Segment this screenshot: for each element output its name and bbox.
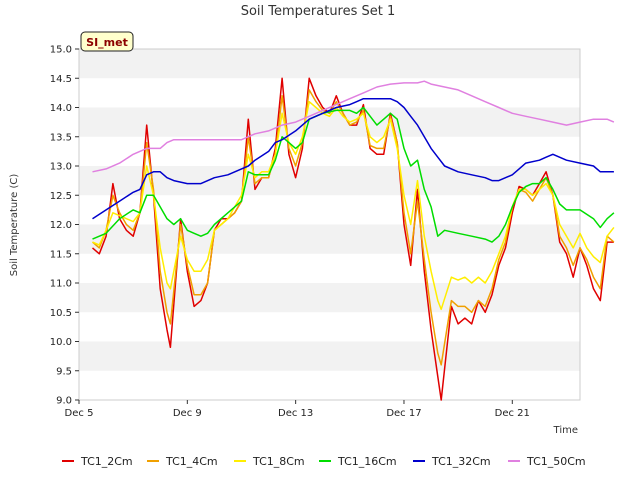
grid-band xyxy=(79,49,580,79)
y-tick-label: 15.0 xyxy=(50,45,72,56)
y-axis-ticks: 9.0 9.5 10.0 10.5 11.0 11.5 12.0 12.5 13.0 13.5 14… xyxy=(50,45,79,407)
legend-item-tc1-16cm: TC1_16Cm xyxy=(319,455,397,468)
legend: TC1_2Cm TC1_4Cm TC1_8Cm TC1_16Cm TC1_32Cm TC1… xyxy=(62,455,586,468)
x-tick-label: Dec 17 xyxy=(386,408,421,419)
legend-label: TC1_4Cm xyxy=(165,455,218,468)
x-tick-label: Dec 13 xyxy=(278,408,313,419)
series-line-tc1-8cm xyxy=(92,100,615,311)
x-axis-title: Time xyxy=(553,425,578,436)
legend-label: TC1_8Cm xyxy=(252,455,305,468)
y-tick-label: 14.5 xyxy=(50,74,72,85)
x-tick-label: Dec 21 xyxy=(495,408,530,419)
series-line-tc1-32cm xyxy=(92,97,614,220)
station-badge-label: SI_met xyxy=(86,36,128,49)
y-tick-label: 10.5 xyxy=(50,308,72,319)
y-axis-title: Soil Temperature (C) xyxy=(9,174,20,277)
legend-item-tc1-50cm: TC1_50Cm xyxy=(508,455,586,468)
station-badge-box xyxy=(80,31,134,52)
station-badge: SI_met xyxy=(80,31,134,52)
y-tick-label: 12.0 xyxy=(50,220,72,231)
y-tick-label: 13.5 xyxy=(50,132,72,143)
y-tick-label: 10.0 xyxy=(50,337,72,348)
chart-title: Soil Temperatures Set 1 xyxy=(241,4,396,19)
y-tick-label: 11.5 xyxy=(50,249,72,260)
legend-label: TC1_2Cm xyxy=(80,455,133,468)
x-axis-ticks: Dec 5 Dec 9 Dec 13 Dec 17 Dec 21 xyxy=(65,400,530,419)
y-tick-label: 12.5 xyxy=(50,191,72,202)
series-line-tc1-50cm xyxy=(92,80,615,173)
grid-band xyxy=(79,283,580,313)
y-tick-label: 9.0 xyxy=(56,396,72,407)
legend-item-tc1-32cm: TC1_32Cm xyxy=(413,455,491,468)
grid-band xyxy=(79,341,580,371)
y-tick-label: 14.0 xyxy=(50,103,72,114)
series-line-tc1-16cm xyxy=(92,106,615,243)
legend-item-tc1-2cm: TC1_2Cm xyxy=(62,455,133,468)
x-tick-label: Dec 9 xyxy=(173,408,202,419)
series-lines xyxy=(92,77,615,401)
x-tick-label: Dec 5 xyxy=(65,408,94,419)
y-tick-label: 11.0 xyxy=(50,279,72,290)
legend-item-tc1-8cm: TC1_8Cm xyxy=(234,455,305,468)
legend-label: TC1_16Cm xyxy=(337,455,397,468)
legend-label: TC1_32Cm xyxy=(431,455,491,468)
y-tick-label: 9.5 xyxy=(56,366,72,377)
legend-item-tc1-4cm: TC1_4Cm xyxy=(147,455,218,468)
legend-label: TC1_50Cm xyxy=(526,455,586,468)
y-tick-label: 13.0 xyxy=(50,162,72,173)
